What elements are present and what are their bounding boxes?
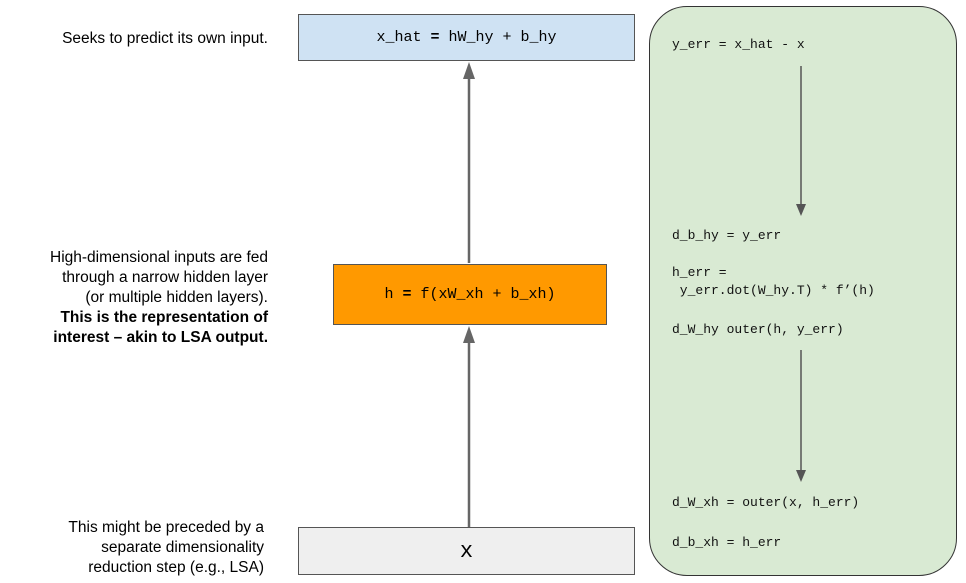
note-input-line-2: separate dimensionality (101, 539, 264, 556)
backprop-panel (649, 6, 957, 576)
code-h-err-line-1: h_err = (672, 265, 727, 280)
note-hidden-line-3: (or multiple hidden layers). (85, 289, 268, 306)
note-input-line-1: This might be preceded by a (68, 519, 264, 536)
code-d-b-hy: d_b_hy = y_err (672, 228, 782, 243)
note-output-text: Seeks to predict its own input. (62, 30, 268, 47)
note-hidden-line-1: High-dimensional inputs are fed (50, 249, 268, 266)
input-layer-box: x (298, 527, 635, 575)
hidden-formula: h = f(xW_xh + b_xh) (384, 286, 555, 303)
note-hidden-bold-line-2: interest – akin to LSA output. (53, 329, 268, 346)
code-d-w-xh: d_W_xh = outer(x, h_err) (672, 495, 860, 510)
output-formula-right: hW_hy + b_hy (448, 29, 557, 46)
code-d-b-xh: d_b_xh = h_err (672, 535, 782, 550)
hidden-layer-box: h = f(xW_xh + b_xh) (333, 264, 607, 325)
code-y-err: y_err = x_hat - x (672, 37, 805, 52)
hidden-formula-left: h (384, 286, 394, 303)
note-input-line-3: reduction step (e.g., LSA) (88, 559, 264, 576)
note-output: Seeks to predict its own input. (0, 29, 268, 49)
code-h-err-line-2: y_err.dot(W_hy.T) * f’(h) (672, 283, 875, 298)
panel-arrowhead-top (796, 204, 806, 216)
note-input: This might be preceded by a separate dim… (0, 518, 264, 578)
hidden-formula-right: f(xW_xh + b_xh) (420, 286, 556, 303)
hidden-formula-equals: = (402, 286, 412, 303)
note-hidden-bold-line-1: This is the representation of (60, 309, 268, 326)
note-hidden: High-dimensional inputs are fed through … (0, 248, 268, 348)
code-d-w-hy: d_W_hy outer(h, y_err) (672, 322, 844, 337)
output-formula: x_hat = hW_hy + b_hy (376, 29, 556, 46)
panel-arrowhead-bottom (796, 470, 806, 482)
output-formula-left: x_hat (376, 29, 422, 46)
input-label: x (459, 538, 474, 564)
note-hidden-line-2: through a narrow hidden layer (62, 269, 268, 286)
arrowhead-input-to-hidden (463, 326, 475, 343)
output-layer-box: x_hat = hW_hy + b_hy (298, 14, 635, 61)
output-formula-equals: = (430, 29, 440, 46)
arrowhead-hidden-to-output (463, 62, 475, 79)
